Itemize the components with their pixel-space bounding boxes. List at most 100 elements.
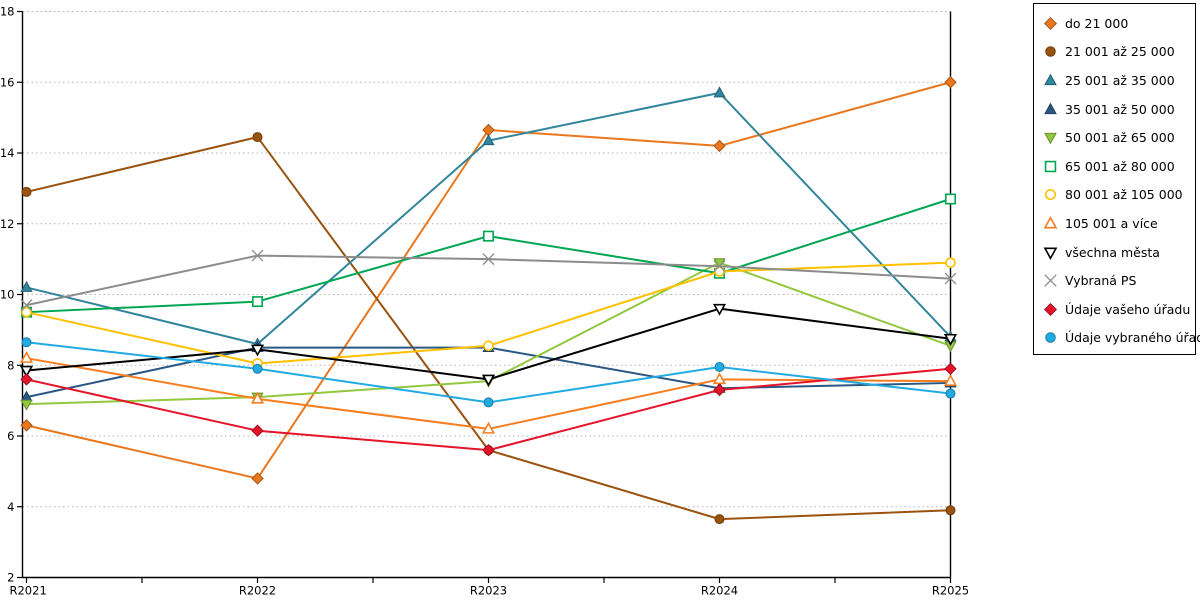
square-icon	[1044, 160, 1057, 172]
legend-label: 21 001 až 25 000	[1065, 44, 1175, 60]
series-6	[21, 257, 956, 369]
circle-icon	[1045, 46, 1056, 58]
data-point-marker	[251, 424, 264, 437]
series-11	[21, 337, 956, 408]
legend-label: 65 001 až 80 000	[1065, 158, 1175, 174]
legend-item: Údaje vybraného úřadu	[1034, 324, 1200, 353]
data-point-marker	[713, 383, 726, 397]
legend-label: 25 001 až 35 000	[1065, 72, 1175, 88]
legend-item: 80 001 až 105 000	[1034, 181, 1195, 210]
series-1	[21, 132, 956, 525]
x-tick-label: R2023	[470, 584, 507, 598]
data-point-marker	[482, 134, 495, 146]
series-line	[26, 254, 951, 307]
data-point-marker	[713, 86, 726, 98]
series-line	[26, 346, 951, 399]
series-5	[21, 193, 956, 318]
triangle-down-icon	[1044, 132, 1057, 145]
triangle-up-legend-icon	[1044, 73, 1057, 86]
data-point-marker	[943, 333, 958, 346]
circle-icon	[1044, 189, 1057, 201]
legend-item: 65 001 až 80 000	[1034, 152, 1195, 181]
gridlines	[22, 11, 951, 508]
y-tick-label: 8	[7, 358, 14, 372]
data-point-marker	[945, 193, 956, 205]
square-legend-icon	[1044, 160, 1057, 172]
x-tick-label: R2022	[239, 584, 276, 598]
data-point-marker	[945, 257, 956, 268]
data-point-marker	[19, 365, 34, 378]
data-point-marker	[481, 374, 496, 387]
x-tick-label: R2024	[701, 584, 738, 598]
circle-legend-icon	[1045, 332, 1056, 344]
triangle-down-legend-icon	[1044, 132, 1057, 145]
legend-label: 105 001 a více	[1065, 215, 1158, 231]
y-tick-label: 10	[0, 288, 15, 302]
data-point-marker	[714, 362, 725, 373]
legend-label: všechna města	[1065, 244, 1160, 260]
legend-label: Údaje vybraného úřadu	[1065, 330, 1200, 346]
series-line	[26, 357, 951, 430]
y-tick-label: 18	[0, 5, 15, 19]
y-tick-label: 2	[7, 571, 14, 585]
data-point-marker	[251, 472, 264, 485]
data-point-marker	[19, 351, 34, 363]
triangle-up-icon	[1044, 73, 1057, 86]
x-tick-label: R2021	[10, 584, 47, 598]
legend-label: 50 001 až 65 000	[1065, 130, 1175, 146]
series-8	[19, 303, 958, 387]
data-point-marker	[20, 280, 33, 292]
diamond-icon	[1043, 16, 1058, 30]
triangle-up-icon	[1044, 102, 1057, 114]
data-point-marker	[482, 443, 495, 457]
data-point-marker	[481, 421, 496, 434]
data-point-marker	[943, 374, 958, 386]
circle-legend-icon	[1044, 189, 1057, 201]
diamond-icon	[1043, 302, 1058, 316]
legend-item: všechna města	[1034, 238, 1195, 267]
data-point-marker	[20, 399, 33, 411]
data-point-marker	[20, 299, 33, 312]
legend-item: Údaje vašeho úřadu	[1034, 295, 1195, 324]
data-point-marker	[21, 306, 32, 318]
triangle-up-legend-icon	[1043, 215, 1058, 229]
axes: 2 4 6 8 10 12 14 16 18 R2021 R2022 R2023 R2024 R2025	[0, 5, 969, 598]
series-7	[19, 351, 958, 434]
triangle-up-icon	[1043, 215, 1058, 229]
legend-item: 50 001 až 65 000	[1034, 123, 1195, 152]
data-point-marker	[944, 76, 957, 89]
legend-label: 80 001 až 105 000	[1065, 187, 1183, 203]
y-tick-label: 12	[0, 217, 15, 231]
data-point-marker	[713, 260, 726, 273]
circle-legend-icon	[1045, 46, 1056, 58]
data-point-marker	[250, 344, 265, 357]
legend-item: do 21 000	[1034, 9, 1195, 38]
data-point-marker	[714, 266, 725, 277]
diamond-legend-icon	[1043, 302, 1058, 316]
legend-label: Údaje vašeho úřadu	[1065, 301, 1191, 317]
data-point-marker	[483, 397, 494, 408]
legend-item: 21 001 až 25 000	[1034, 38, 1195, 67]
legend-label: Vybraná PS	[1065, 273, 1137, 289]
legend-item: Vybraná PS	[1034, 266, 1195, 295]
series-10	[20, 362, 957, 457]
data-point-marker	[713, 139, 726, 153]
legend-item: 35 001 až 50 000	[1034, 95, 1195, 124]
triangle-up-legend-icon	[1044, 102, 1057, 114]
x-tick-label: R2025	[932, 584, 969, 598]
data-point-marker	[21, 186, 32, 197]
data-point-marker	[251, 249, 264, 262]
triangle-down-legend-icon	[1043, 247, 1058, 260]
y-tick-label: 6	[7, 429, 14, 443]
data-point-marker	[20, 373, 33, 386]
diamond-legend-icon	[1043, 16, 1058, 30]
data-point-marker	[252, 363, 263, 374]
data-point-marker	[482, 253, 495, 266]
data-point-marker	[482, 123, 495, 137]
x-icon	[1044, 274, 1057, 287]
data-point-marker	[20, 419, 33, 432]
data-point-marker	[252, 296, 263, 308]
data-point-marker	[483, 340, 494, 352]
y-tick-label: 4	[7, 500, 14, 514]
